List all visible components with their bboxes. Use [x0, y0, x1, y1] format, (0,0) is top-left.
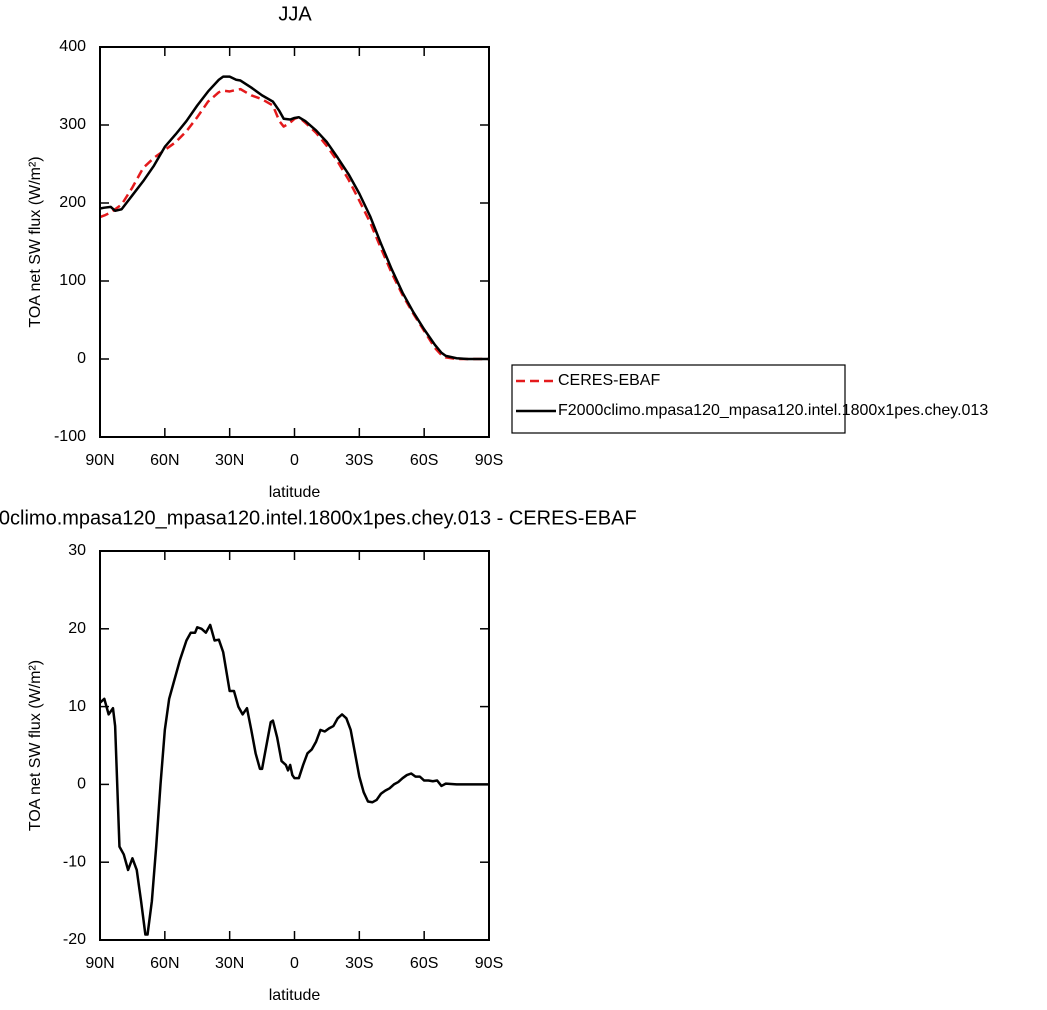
legend-label: F2000climo.mpasa120_mpasa120.intel.1800x… — [558, 402, 988, 419]
legend-box — [511, 364, 846, 434]
data-line — [99, 75, 489, 361]
x-tick-label: 60N — [150, 955, 179, 972]
x-tick-label: 0 — [290, 452, 299, 469]
y-tick-label: 0 — [77, 350, 86, 367]
legend-label: CERES-EBAF — [558, 372, 660, 389]
x-tick-label: 30S — [345, 955, 373, 972]
plot-frame — [99, 550, 490, 941]
data-line — [99, 623, 489, 936]
x-tick-label: 60S — [410, 955, 438, 972]
y-tick-label: 200 — [59, 194, 86, 211]
y-tick-label: -100 — [54, 428, 86, 445]
x-tick-label: 30N — [215, 452, 244, 469]
x-tick-label: 30N — [215, 955, 244, 972]
x-tick-label: 60N — [150, 452, 179, 469]
x-axis-label: latitude — [269, 484, 321, 501]
y-axis-label: TOA net SW flux (W/m²) — [27, 660, 44, 831]
y-tick-label: 10 — [68, 698, 86, 715]
x-tick-label: 90S — [475, 955, 503, 972]
x-tick-label: 90N — [85, 955, 114, 972]
x-tick-label: 90S — [475, 452, 503, 469]
x-axis-label: latitude — [269, 987, 321, 1004]
legend: CERES-EBAF F2000climo.mpasa120_mpasa120.i… — [511, 364, 988, 434]
y-tick-label: 0 — [77, 776, 86, 793]
y-tick-label: 400 — [59, 38, 86, 55]
y-tick-label: 30 — [68, 542, 86, 559]
x-tick-label: 60S — [410, 452, 438, 469]
chart-title: JJA — [278, 3, 312, 25]
data-line — [99, 87, 489, 361]
x-tick-label: 90N — [85, 452, 114, 469]
y-tick-label: -10 — [63, 853, 86, 870]
y-tick-label: 20 — [68, 620, 86, 637]
y-tick-label: -20 — [63, 931, 86, 948]
plot-frame — [99, 46, 490, 438]
y-axis-label: TOA net SW flux (W/m²) — [27, 156, 44, 327]
chart-title: F2000climo.mpasa120_mpasa120.intel.1800x… — [0, 507, 637, 529]
x-tick-label: 30S — [345, 452, 373, 469]
x-tick-label: 0 — [290, 955, 299, 972]
y-tick-label: 300 — [59, 116, 86, 133]
y-tick-label: 100 — [59, 272, 86, 289]
